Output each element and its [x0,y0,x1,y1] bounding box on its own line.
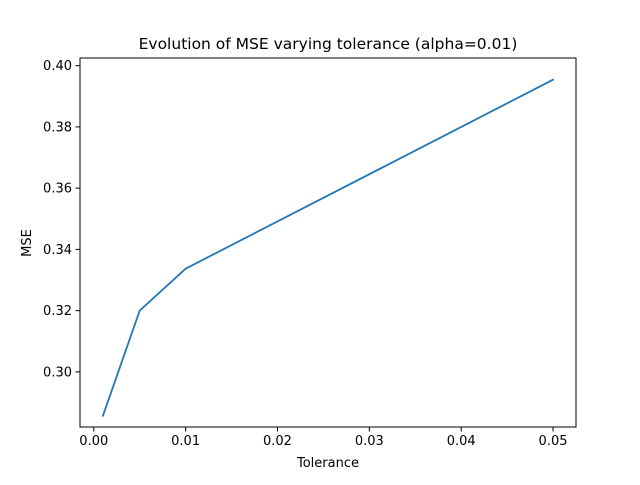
series-line [101,78,555,417]
plot-area-frame [79,57,577,428]
x-tick-label: 0.03 [355,434,384,449]
x-axis-label: Tolerance [296,456,359,471]
y-tick-label: 0.32 [43,304,72,319]
chart-title: Evolution of MSE varying tolerance (alph… [139,35,518,53]
x-tick-label: 0.01 [171,434,200,449]
y-tick-label: 0.40 [43,59,72,74]
y-tick-label: 0.30 [43,365,72,380]
y-tick-label: 0.38 [43,120,72,135]
y-tick-label: 0.34 [43,243,72,258]
x-tick-label: 0.05 [539,434,568,449]
x-tick-label: 0.00 [79,434,108,449]
x-tick-label: 0.02 [263,434,292,449]
y-tick-label: 0.36 [43,182,72,197]
x-tick-label: 0.04 [447,434,476,449]
y-axis-label: MSE [20,229,35,257]
